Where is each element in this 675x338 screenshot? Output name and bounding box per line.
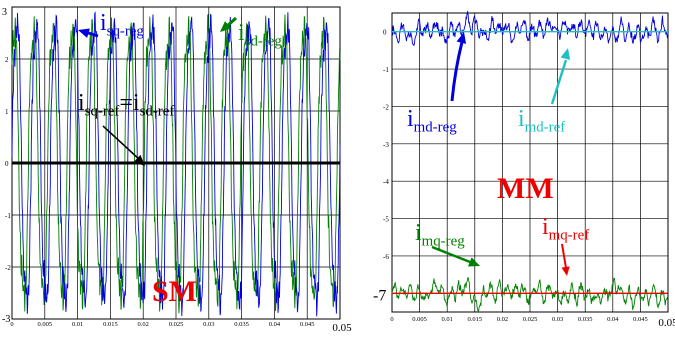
arrow-imd-ref	[550, 59, 568, 105]
y-tick-label: 3	[2, 7, 7, 18]
arrowhead-isd-reg	[220, 21, 232, 32]
x-tick-label: 0.045	[300, 321, 315, 328]
y-tick-label: -3	[2, 314, 10, 325]
x-tick-label: 0.035	[578, 316, 593, 323]
arrowhead-isq-reg	[78, 28, 90, 38]
x-tick-label: 0	[10, 321, 13, 328]
right-chart-mm: 0 0.005 0.01 0.015 0.02 0.025 0.03 0.035 0.04 0.0…	[373, 11, 675, 329]
y-tick-label: -1	[383, 66, 389, 74]
panel-label-mm: MM	[497, 172, 554, 205]
x-tick-label: 0.01	[72, 321, 83, 328]
arrow-imq-reg	[431, 245, 471, 264]
y-tick-label: 0	[383, 29, 387, 37]
label-isd-reg: isd-reg	[238, 20, 282, 49]
y-tick-label: 0	[5, 160, 9, 168]
x-tick-label: 0.04	[607, 316, 619, 323]
y-tick-label: -7	[373, 287, 386, 304]
series-line-isq-reg	[11, 11, 341, 317]
x-tick-label: 0.005	[412, 316, 427, 323]
label-isq-reg: isq-reg	[100, 10, 144, 39]
y-tick-label: -5	[383, 216, 389, 224]
x-tick-label: 0.015	[103, 321, 118, 328]
x-tick-label: 0.05	[332, 322, 352, 334]
x-tick-label: 0.035	[234, 321, 249, 328]
y-tick-label: -6	[383, 253, 389, 261]
series-line-imd-reg	[391, 11, 669, 46]
y-tick-label: -2	[383, 103, 389, 111]
arrowhead-imq-ref	[561, 266, 570, 276]
label-imd-ref: imd-ref	[518, 106, 565, 135]
label-imq-reg: imq-reg	[415, 220, 465, 249]
x-tick-label: 0.04	[269, 321, 281, 328]
arrow-isq-ref	[102, 125, 141, 161]
left-chart-sm: 0 0.005 0.01 0.015 0.02 0.025 0.03 0.035 0.04 0.0…	[2, 6, 352, 334]
arrow-imq-ref	[561, 243, 567, 269]
label-imq-ref: imq-ref	[542, 214, 589, 243]
arrowhead-imd-reg	[456, 32, 467, 44]
y-tick-label: -2	[5, 264, 11, 272]
arrowhead-imq-reg	[468, 257, 480, 267]
x-tick-label: 0.03	[203, 321, 214, 328]
x-tick-label: 0.015	[467, 316, 482, 323]
panel-label-sm: SM	[152, 275, 197, 308]
series-line-imq-reg	[391, 277, 669, 313]
series-line-isd-reg	[11, 13, 341, 314]
arrow-imd-reg	[450, 41, 464, 102]
x-tick-label: 0.01	[442, 316, 453, 323]
x-tick-label: 0.025	[169, 321, 184, 328]
x-tick-label: 0.045	[633, 316, 648, 323]
x-tick-label: 0	[390, 316, 393, 323]
y-tick-label: 2	[5, 56, 9, 64]
label-isq-ref-isd-ref: isq-ref=isd-ref	[78, 90, 174, 119]
x-tick-label: 0.02	[138, 321, 149, 328]
x-tick-label: 0.025	[523, 316, 538, 323]
x-tick-label: 0.02	[497, 316, 508, 323]
label-imd-reg: imd-reg	[407, 106, 457, 135]
y-tick-label: -4	[383, 178, 389, 186]
y-tick-label: 1	[5, 108, 9, 116]
y-tick-label: -3	[383, 141, 389, 149]
arrowhead-isq-ref	[133, 154, 145, 166]
x-tick-label: 0.005	[37, 321, 52, 328]
x-tick-label: 0.05	[658, 317, 675, 329]
x-tick-label: 0.03	[552, 316, 563, 323]
arrowhead-imd-ref	[560, 48, 571, 60]
y-tick-label: -1	[5, 212, 11, 220]
